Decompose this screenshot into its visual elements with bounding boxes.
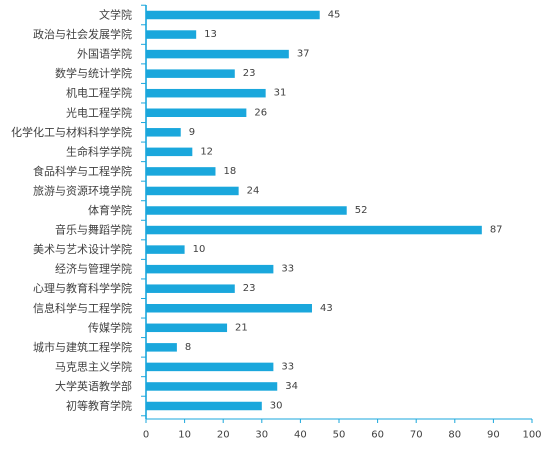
category-label: 机电工程学院 <box>66 86 132 100</box>
bar <box>146 206 347 215</box>
value-label: 43 <box>320 303 333 314</box>
x-tick-label: 80 <box>448 430 461 441</box>
category-label: 政治与社会发展学院 <box>33 27 132 41</box>
bar <box>146 167 216 176</box>
labels-layer: 文学院 45 政治与社会发展学院 13 外国语学院 37 数学与统计学院 23 机电工程学院 31… <box>11 8 542 441</box>
value-label: 8 <box>185 342 191 353</box>
bar <box>146 147 193 157</box>
value-label: 87 <box>490 225 503 236</box>
value-label: 10 <box>193 244 206 255</box>
category-label: 旅游与资源环境学院 <box>33 183 132 197</box>
value-label: 9 <box>189 127 195 138</box>
bar <box>146 323 228 333</box>
x-tick-label: 50 <box>333 430 346 441</box>
bar <box>146 30 197 39</box>
bar <box>146 382 278 391</box>
x-tick-label: 60 <box>371 430 384 441</box>
category-label: 信息科学与工程学院 <box>33 301 132 315</box>
x-tick-label: 40 <box>294 430 307 441</box>
bar <box>146 69 235 78</box>
value-label: 34 <box>285 381 298 392</box>
category-label: 食品科学与工程学院 <box>33 164 132 178</box>
bar <box>146 284 235 293</box>
category-label: 美术与艺术设计学院 <box>33 242 132 256</box>
category-label: 初等教育学院 <box>66 399 132 413</box>
bar <box>146 10 320 20</box>
category-label: 光电工程学院 <box>66 105 132 119</box>
bar <box>146 49 289 59</box>
bar <box>146 225 482 235</box>
bar <box>146 88 266 98</box>
bar <box>146 343 177 352</box>
x-tick-label: 100 <box>522 430 541 441</box>
value-label: 31 <box>274 88 287 99</box>
category-label: 大学英语教学部 <box>55 379 132 393</box>
x-tick-label: 70 <box>410 430 423 441</box>
value-label: 45 <box>328 10 341 21</box>
value-label: 21 <box>235 322 248 333</box>
x-tick-label: 10 <box>178 430 191 441</box>
value-label: 23 <box>243 283 256 294</box>
category-label: 经济与管理学院 <box>55 262 132 276</box>
value-label: 52 <box>355 205 368 216</box>
bar <box>146 108 247 117</box>
category-label: 化学化工与材料科学学院 <box>11 125 132 139</box>
value-label: 13 <box>204 29 217 40</box>
category-label: 体育学院 <box>88 203 132 217</box>
x-tick-label: 90 <box>487 430 500 441</box>
bar <box>146 362 274 372</box>
category-label: 心理与教育科学学院 <box>33 281 132 295</box>
x-tick-label: 0 <box>143 430 149 441</box>
x-tick-label: 20 <box>217 430 230 441</box>
category-label: 传媒学院 <box>88 320 132 334</box>
category-label: 生命科学学院 <box>66 144 132 158</box>
category-label: 数学与统计学院 <box>55 66 132 80</box>
value-label: 33 <box>281 264 294 275</box>
bar <box>146 245 185 254</box>
value-label: 18 <box>223 166 236 177</box>
value-label: 37 <box>297 49 310 60</box>
bar <box>146 264 274 274</box>
bar <box>146 304 312 313</box>
value-label: 24 <box>247 185 260 196</box>
value-label: 30 <box>270 401 283 412</box>
bar <box>146 128 181 137</box>
bar <box>146 186 239 196</box>
value-label: 23 <box>243 68 256 79</box>
category-label: 城市与建筑工程学院 <box>33 340 132 354</box>
category-label: 音乐与舞蹈学院 <box>55 223 132 237</box>
value-label: 12 <box>200 146 213 157</box>
bar <box>146 401 262 411</box>
category-label: 文学院 <box>99 8 132 22</box>
value-label: 26 <box>254 107 267 118</box>
category-label: 马克思主义学院 <box>55 359 132 373</box>
axis-layer <box>141 4 533 423</box>
category-label: 外国语学院 <box>77 47 132 61</box>
x-tick-label: 30 <box>255 430 268 441</box>
bars-layer <box>146 10 482 411</box>
value-label: 33 <box>281 361 294 372</box>
